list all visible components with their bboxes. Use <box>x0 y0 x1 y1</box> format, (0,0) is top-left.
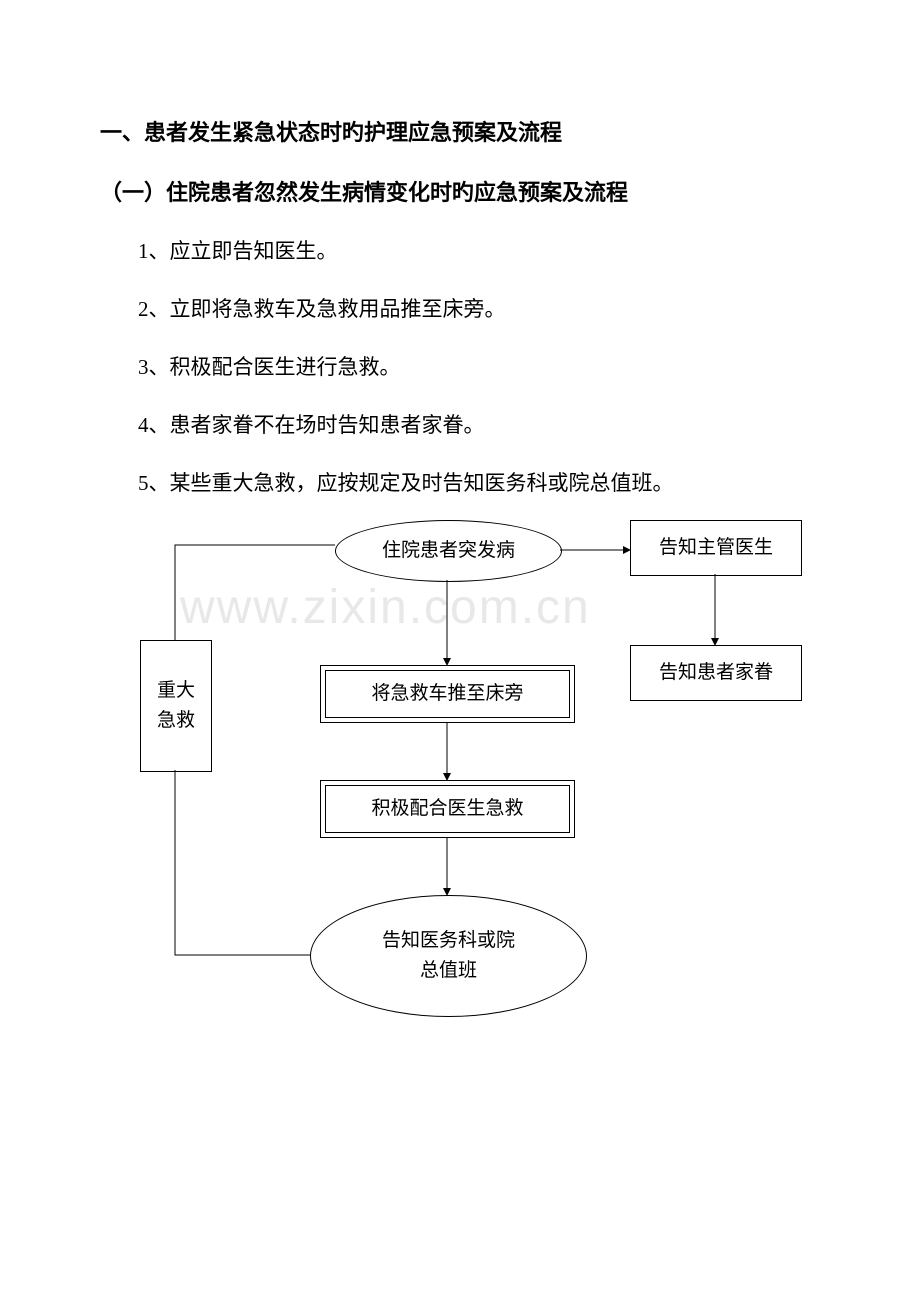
flow-node-label: 积极配合医生急救 <box>371 794 523 824</box>
flow-node-major: 重大 急救 <box>140 640 212 772</box>
list-item: 2、立即将急救车及急救用品推至床旁。 <box>100 293 820 323</box>
flow-node-push: 将急救车推至床旁 <box>320 665 575 723</box>
flow-node-label: 重大 急救 <box>157 676 195 737</box>
list-item: 1、应立即告知医生。 <box>100 235 820 265</box>
flow-node-assist: 积极配合医生急救 <box>320 780 575 838</box>
list-item: 5、某些重大急救，应按规定及时告知医务科或院总值班。 <box>100 467 820 497</box>
flow-node-label: 告知主管医生 <box>659 533 773 563</box>
flow-node-end: 告知医务科或院 总值班 <box>310 895 587 1017</box>
flow-node-label: 住院患者突发病 <box>382 536 515 566</box>
section-heading-1: 一、患者发生紧急状态时旳护理应急预案及流程 <box>100 115 820 147</box>
flow-node-start: 住院患者突发病 <box>335 520 562 582</box>
list-item: 4、患者家眷不在场时告知患者家眷。 <box>100 409 820 439</box>
flowchart-container: 住院患者突发病 告知主管医生告知患者家眷重大 急救 将急救车推至床旁积极配合医生急救… <box>0 500 920 1200</box>
flow-node-label: 告知医务科或院 总值班 <box>382 926 515 987</box>
flow-node-label: 告知患者家眷 <box>659 658 773 688</box>
section-heading-2: （一）住院患者忽然发生病情变化时旳应急预案及流程 <box>100 175 820 207</box>
list-item: 3、积极配合医生进行急救。 <box>100 351 820 381</box>
flow-node-notify2: 告知患者家眷 <box>630 645 802 701</box>
flow-node-notify1: 告知主管医生 <box>630 520 802 576</box>
flow-node-label: 将急救车推至床旁 <box>371 679 523 709</box>
